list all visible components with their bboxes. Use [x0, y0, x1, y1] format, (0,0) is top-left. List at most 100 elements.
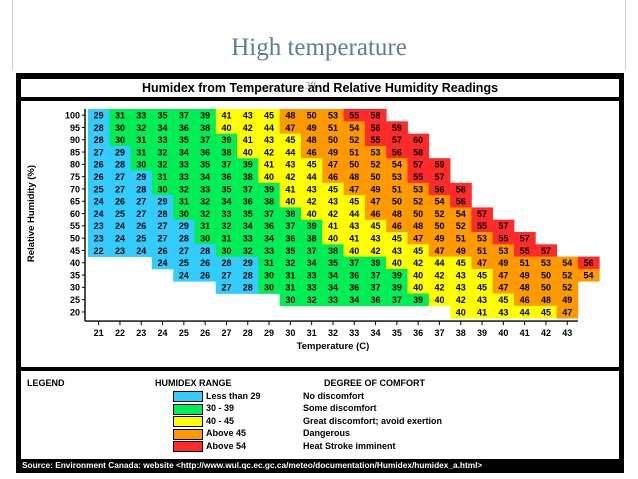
cell-value-label: 45: [477, 283, 487, 293]
heatmap-cell: [343, 293, 366, 307]
heatmap-cell: [364, 182, 387, 196]
cell-value-label: 45: [541, 307, 551, 317]
heatmap-cell: [386, 293, 408, 307]
cell-value-label: 40: [434, 295, 444, 305]
cell-value-label: 26: [136, 221, 146, 231]
heatmap-cell: [322, 195, 344, 208]
x-tick-label: 41: [520, 328, 530, 338]
heatmap-cell: [215, 182, 238, 196]
cell-value-label: 32: [243, 246, 253, 256]
cell-value-label: 42: [285, 172, 295, 182]
cell-value-label: 46: [328, 172, 338, 182]
legend-comfort-label: Dangerous: [303, 428, 351, 438]
heatmap-cell: [237, 207, 259, 221]
cell-value-label: 41: [285, 184, 295, 194]
cell-value-label: 57: [434, 172, 444, 182]
cell-value-label: 29: [94, 111, 104, 121]
cell-value-label: 34: [221, 197, 231, 207]
cell-value-label: 41: [349, 234, 359, 244]
cell-value-label: 34: [179, 147, 189, 157]
heatmap-cell: [173, 133, 195, 147]
heatmap-cell: [471, 305, 494, 319]
y-tick-label: 45: [70, 246, 80, 256]
cell-value-label: 30: [221, 246, 231, 256]
heatmap-cell: [343, 268, 366, 282]
cell-value-label: 47: [285, 123, 295, 133]
heatmap-cell: [237, 182, 259, 196]
heatmap-cell: [88, 195, 110, 208]
heatmap-cell: [364, 244, 387, 257]
heatmap-cell: [428, 232, 451, 245]
cell-value-label: 40: [349, 246, 359, 256]
heatmap-cell: [343, 182, 366, 196]
heatmap-cell: [258, 133, 281, 147]
cell-value-label: 24: [158, 258, 168, 268]
cell-value-label: 37: [264, 209, 274, 219]
cell-value-label: 23: [94, 234, 104, 244]
heatmap-cell: [130, 170, 153, 184]
heatmap-cell: [428, 244, 451, 257]
heatmap-cell: [407, 219, 430, 233]
cell-value-label: 28: [243, 283, 253, 293]
legend-swatch: [173, 391, 203, 402]
heatmap-cell: [322, 207, 344, 221]
heatmap-cell: [109, 145, 131, 159]
chart-body: 29 31 33 35 37 39 41 43 45 48 50 53 55 58 28 30 32 34 36 38…: [21, 101, 619, 367]
heatmap-cell: [151, 109, 174, 122]
cell-value-label: 48: [285, 111, 295, 121]
cell-value-label: 31: [285, 283, 295, 293]
cell-value-label: 32: [221, 221, 231, 231]
cell-value-label: 52: [456, 221, 466, 231]
heatmap-cell: [194, 232, 217, 245]
heatmap-cell: [407, 170, 430, 184]
page-number: 38: [305, 80, 316, 92]
cell-value-label: 45: [307, 160, 317, 170]
legend-swatch: [173, 428, 203, 440]
heatmap-cell: [364, 268, 387, 282]
cell-value-label: 25: [115, 209, 125, 219]
heatmap-cell: [173, 232, 195, 245]
heatmap-cell: [407, 281, 430, 294]
cell-value-label: 44: [349, 209, 359, 219]
legend-range-label: 40 - 45: [206, 415, 235, 426]
heatmap-cell: [514, 256, 536, 270]
cell-value-label: 25: [179, 258, 189, 268]
cell-value-label: 51: [349, 147, 359, 157]
heatmap-cell: [279, 121, 302, 134]
cell-value-label: 42: [456, 295, 466, 305]
cell-value-label: 52: [349, 135, 359, 145]
cell-value-label: 37: [371, 283, 381, 293]
heatmap-cell: [237, 268, 259, 282]
cell-value-label: 42: [371, 246, 381, 256]
cell-value-label: 38: [243, 172, 253, 182]
heatmap-cell: [109, 158, 131, 171]
cell-value-label: 49: [520, 270, 530, 280]
legend-comfort-label: Some discomfort: [303, 403, 377, 413]
cell-value-label: 50: [541, 283, 551, 293]
heatmap-cell: [407, 256, 430, 270]
heatmap-cell: [577, 256, 600, 270]
cell-value-label: 30: [179, 209, 189, 219]
heatmap-cell: [279, 232, 302, 245]
cell-value-label: 31: [136, 147, 146, 157]
cell-value-label: 41: [221, 111, 231, 121]
cell-value-label: 39: [264, 184, 274, 194]
cell-value-label: 53: [371, 147, 381, 157]
heatmap-cell: [173, 219, 195, 233]
cell-value-label: 34: [307, 258, 317, 268]
cell-value-label: 34: [264, 234, 274, 244]
humidex-figure: Humidex from Temperature and Relative Hu…: [16, 73, 624, 473]
heatmap-cell: [322, 244, 344, 257]
y-tick-label: 90: [70, 135, 80, 145]
humidex-heatmap: 29 31 33 35 37 39 41 43 45 48 50 53 55 58 28 30 32 34 36 38…: [26, 109, 600, 352]
heatmap-cell: [194, 256, 217, 270]
heatmap-cell: [322, 293, 344, 307]
heatmap-cell: [364, 219, 387, 233]
heatmap-cell: [514, 281, 536, 294]
heatmap-cell: [88, 182, 110, 196]
cell-value-label: 30: [285, 295, 295, 305]
heatmap-cell: [514, 305, 536, 319]
cell-value-label: 32: [285, 258, 295, 268]
heatmap-cell: [343, 244, 366, 257]
cell-value-label: 49: [307, 123, 317, 133]
